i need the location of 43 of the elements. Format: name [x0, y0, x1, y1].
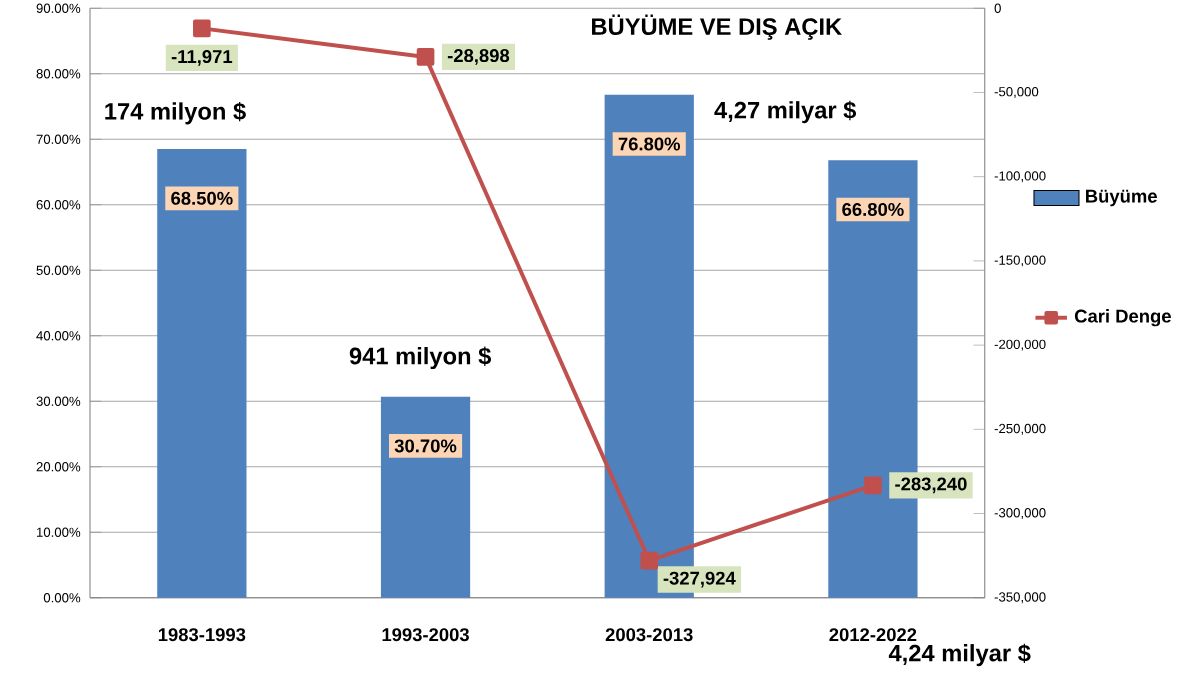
legend-label: Büyüme	[1086, 189, 1157, 207]
annotation: 4,27 milyar $	[714, 100, 857, 124]
y-tick-label: 10.00%	[36, 527, 81, 537]
data-label: 68.50%	[171, 191, 233, 205]
data-label: 30.70%	[394, 439, 457, 453]
bar	[380, 396, 471, 598]
x-tick-label: 2012-2022	[829, 628, 917, 642]
x-tick-label: 2003-2013	[605, 628, 693, 642]
data-label: 76.80%	[618, 137, 681, 151]
y2-tick-label: -250,000	[994, 423, 1046, 435]
point	[193, 19, 211, 38]
y-tick-label: 30.00%	[36, 396, 81, 406]
y-tick-label: 90.00%	[36, 3, 81, 13]
y2-tick-label: -50,000	[994, 87, 1039, 98]
y-tick-label: 50.00%	[36, 265, 81, 275]
y-tick-label: 20.00%	[36, 462, 81, 472]
bar	[157, 149, 247, 598]
y-tick-label: 60.00%	[36, 200, 81, 210]
y-tick-label: 40.00%	[36, 331, 81, 341]
x-tick-label: 1983-1993	[158, 628, 246, 642]
legend-label: Cari Denge	[1074, 309, 1171, 327]
text: 4,24 milyar $	[888, 643, 1031, 667]
data-label: -28,898	[447, 49, 510, 65]
y-tick-label: 70.00%	[36, 134, 81, 144]
x-tick-label: 1993-2003	[382, 628, 469, 642]
point	[416, 48, 435, 66]
data-label: -11,971	[171, 50, 233, 66]
y2-tick-label: -350,000	[994, 592, 1046, 604]
y-tick-label: 0.00%	[43, 593, 81, 603]
y-tick-label: 80.00%	[36, 69, 81, 79]
point	[864, 476, 882, 495]
point	[640, 551, 659, 570]
data-label: 66.80%	[842, 202, 904, 216]
y2-tick-label: -300,000	[994, 508, 1046, 519]
chart-title: BÜYÜME VE DIŞ AÇIK	[592, 14, 842, 40]
y2-tick-label: 0	[994, 3, 1001, 13]
y2-tick-label: -100,000	[994, 171, 1046, 183]
annotation: 174 milyon $	[105, 101, 246, 125]
y2-tick-label: -150,000	[994, 255, 1046, 267]
y2-tick-label: -200,000	[994, 339, 1046, 351]
annotation: 941 milyon $	[349, 346, 492, 370]
data-label: -283,240	[895, 477, 967, 494]
data-label: -327,924	[663, 571, 736, 588]
